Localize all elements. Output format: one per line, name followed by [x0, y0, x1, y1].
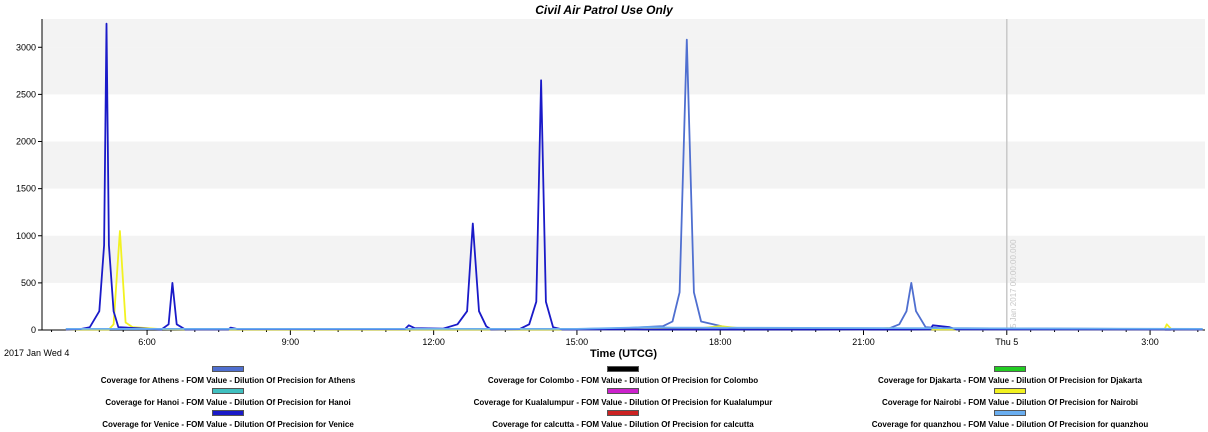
grid-band: [42, 47, 1205, 95]
legend-item-venice: Coverage for Venice - FOM Value - Diluti…: [28, 410, 428, 429]
legend-item-djakarta: Coverage for Djakarta - FOM Value - Dilu…: [810, 366, 1208, 385]
legend-item-quanzhou: Coverage for quanzhou - FOM Value - Dilu…: [810, 410, 1208, 429]
x-tick-label: 3:00: [1141, 337, 1159, 347]
x-tick-label: Thu 5: [995, 337, 1018, 347]
x-axis-title: Time (UTCG): [590, 348, 657, 360]
legend-item-colombo: Coverage for Colombo - FOM Value - Dilut…: [423, 366, 823, 385]
x-tick-label: 18:00: [709, 337, 732, 347]
legend-item-athens: Coverage for Athens - FOM Value - Diluti…: [28, 366, 428, 385]
legend-item-nairobi: Coverage for Nairobi - FOM Value - Dilut…: [810, 388, 1208, 407]
legend-label-hanoi: Coverage for Hanoi - FOM Value - Dilutio…: [105, 398, 351, 407]
legend-swatch-kualalumpur: [607, 388, 639, 394]
legend-label-kualalumpur: Coverage for Kualalumpur - FOM Value - D…: [473, 398, 773, 407]
legend-item-calcutta: Coverage for calcutta - FOM Value - Dilu…: [423, 410, 823, 429]
x-start-label: 2017 Jan Wed 4: [4, 348, 69, 358]
marker-label: 5 Jan 2017 00:00:00.000: [1009, 239, 1018, 328]
x-tick-label: 15:00: [566, 337, 589, 347]
y-tick-label: 0: [31, 325, 36, 335]
legend-label-athens: Coverage for Athens - FOM Value - Diluti…: [100, 376, 356, 385]
grid-band: [42, 141, 1205, 189]
legend-label-quanzhou: Coverage for quanzhou - FOM Value - Dilu…: [871, 420, 1149, 429]
legend-label-calcutta: Coverage for calcutta - FOM Value - Dilu…: [492, 420, 754, 429]
y-tick-label: 1000: [16, 231, 36, 241]
y-tick-label: 1500: [16, 184, 36, 194]
legend-swatch-colombo: [607, 366, 639, 372]
chart-title: Civil Air Patrol Use Only: [535, 3, 673, 17]
x-tick-label: 21:00: [852, 337, 875, 347]
legend-swatch-hanoi: [212, 388, 244, 394]
legend-label-venice: Coverage for Venice - FOM Value - Diluti…: [102, 420, 354, 429]
legend-swatch-quanzhou: [994, 410, 1026, 416]
legend-label-colombo: Coverage for Colombo - FOM Value - Dilut…: [487, 376, 759, 385]
y-tick-label: 2500: [16, 89, 36, 99]
x-tick-label: 9:00: [282, 337, 300, 347]
grid-band: [42, 19, 1205, 48]
legend-label-nairobi: Coverage for Nairobi - FOM Value - Dilut…: [881, 398, 1139, 407]
y-tick-label: 500: [21, 278, 36, 288]
grid-band: [42, 235, 1205, 283]
series-line-8: [65, 326, 1203, 330]
legend-item-kualalumpur: Coverage for Kualalumpur - FOM Value - D…: [423, 388, 823, 407]
legend-swatch-venice: [212, 410, 244, 416]
legend-swatch-calcutta: [607, 410, 639, 416]
x-tick-label: 12:00: [422, 337, 445, 347]
chart-plot: 5 Jan 2017 00:00:00.000 0 500 1000 1500 2000 2…: [4, 19, 1205, 360]
legend-swatch-nairobi: [994, 388, 1026, 394]
y-tick-label: 2000: [16, 137, 36, 147]
y-tick-label: 3000: [16, 42, 36, 52]
legend-swatch-djakarta: [994, 366, 1026, 372]
legend-item-hanoi: Coverage for Hanoi - FOM Value - Dilutio…: [28, 388, 428, 407]
legend-swatch-athens: [212, 366, 244, 372]
legend: Coverage for Athens - FOM Value - Diluti…: [0, 366, 1208, 432]
legend-label-djakarta: Coverage for Djakarta - FOM Value - Dilu…: [877, 376, 1143, 385]
x-tick-label: 6:00: [138, 337, 156, 347]
